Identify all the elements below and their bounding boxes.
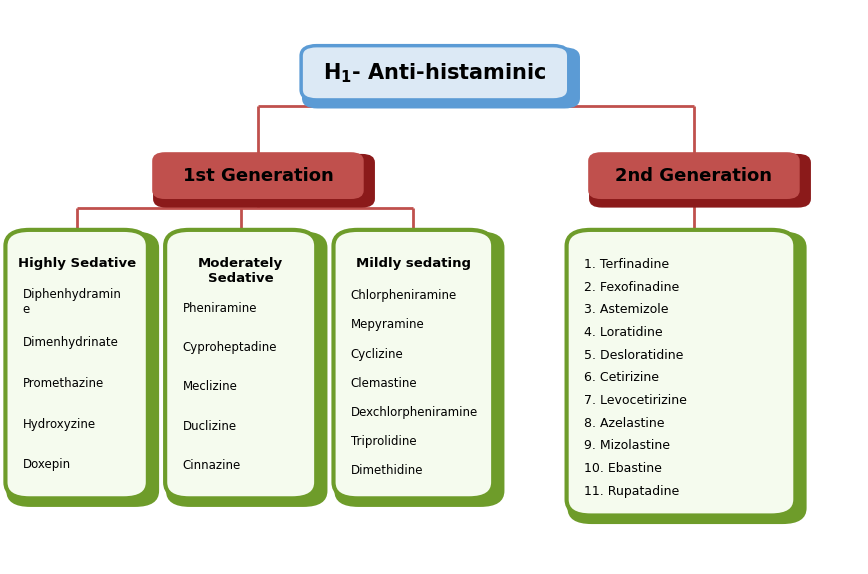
Text: 7. Levocetirizine: 7. Levocetirizine [584, 394, 687, 407]
Text: Mildly sedating: Mildly sedating [356, 257, 470, 270]
FancyBboxPatch shape [334, 231, 504, 507]
Text: Mepyramine: Mepyramine [351, 319, 424, 332]
FancyBboxPatch shape [589, 154, 811, 208]
Text: 1. Terfinadine: 1. Terfinadine [584, 258, 669, 271]
Text: 8. Azelastine: 8. Azelastine [584, 417, 664, 429]
Text: Meclizine: Meclizine [182, 381, 237, 393]
Text: 6. Cetirizine: 6. Cetirizine [584, 371, 659, 385]
FancyBboxPatch shape [152, 152, 364, 199]
Text: 11. Rupatadine: 11. Rupatadine [584, 484, 679, 498]
Text: Promethazine: Promethazine [23, 377, 104, 390]
FancyBboxPatch shape [5, 230, 148, 498]
Text: 5. Desloratidine: 5. Desloratidine [584, 348, 683, 362]
FancyBboxPatch shape [302, 48, 580, 108]
FancyBboxPatch shape [589, 152, 799, 199]
Text: Chlorpheniramine: Chlorpheniramine [351, 289, 457, 302]
Text: Duclizine: Duclizine [182, 420, 237, 433]
Text: 10. Ebastine: 10. Ebastine [584, 462, 661, 475]
Text: Hydroxyzine: Hydroxyzine [23, 417, 95, 430]
Text: Cyclizine: Cyclizine [351, 348, 404, 360]
Text: 4. Loratidine: 4. Loratidine [584, 326, 662, 339]
Text: Moderately
Sedative: Moderately Sedative [198, 257, 283, 285]
Text: Cinnazine: Cinnazine [182, 459, 240, 472]
FancyBboxPatch shape [333, 230, 493, 498]
FancyBboxPatch shape [568, 231, 806, 524]
Text: $\mathbf{H_1}$- Anti-histaminic: $\mathbf{H_1}$- Anti-histaminic [323, 61, 547, 84]
Text: 2. Fexofinadine: 2. Fexofinadine [584, 281, 679, 294]
Text: 3. Astemizole: 3. Astemizole [584, 304, 668, 316]
FancyBboxPatch shape [567, 230, 795, 515]
Text: Highly Sedative: Highly Sedative [17, 257, 135, 270]
FancyBboxPatch shape [6, 231, 159, 507]
Text: Cyproheptadine: Cyproheptadine [182, 341, 277, 354]
Text: Dexchlorpheniramine: Dexchlorpheniramine [351, 406, 478, 419]
Text: 1st Generation: 1st Generation [182, 166, 333, 185]
Text: Doxepin: Doxepin [23, 458, 71, 471]
Text: Triprolidine: Triprolidine [351, 435, 417, 448]
Text: 9. Mizolastine: 9. Mizolastine [584, 439, 670, 452]
Text: Diphenhydramin
e: Diphenhydramin e [23, 288, 122, 316]
Text: 2nd Generation: 2nd Generation [615, 166, 773, 185]
FancyBboxPatch shape [153, 154, 375, 208]
Text: Dimenhydrinate: Dimenhydrinate [23, 336, 119, 349]
FancyBboxPatch shape [165, 230, 316, 498]
FancyBboxPatch shape [166, 231, 327, 507]
Text: Clemastine: Clemastine [351, 377, 418, 390]
FancyBboxPatch shape [301, 46, 569, 100]
Text: Pheniramine: Pheniramine [182, 302, 257, 315]
Text: Dimethidine: Dimethidine [351, 464, 424, 477]
